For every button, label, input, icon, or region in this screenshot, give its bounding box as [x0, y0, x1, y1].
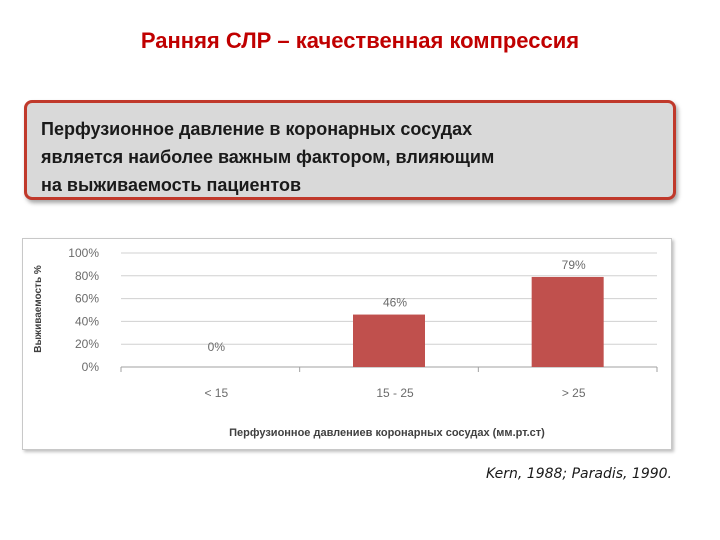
chart-frame: 0% 20% 40% 60% 80% 100% 0% 46% 79% < 15 15 - 25 >…: [22, 238, 672, 450]
citation: Kern, 1988; Paradis, 1990.: [485, 466, 672, 482]
data-label: 46%: [383, 296, 407, 310]
y-tick-labels: 0% 20% 40% 60% 80% 100%: [68, 246, 99, 374]
callout-box: Перфузионное давление в коронарных сосуд…: [24, 100, 676, 200]
slide-title: Ранняя СЛР – качественная компрессия: [140, 28, 580, 53]
bar-3: [531, 276, 604, 367]
data-label: 79%: [562, 258, 586, 272]
callout-line-1: Перфузионное давление в коронарных сосуд…: [41, 119, 473, 139]
callout-line-3: на выживаемость пациентов: [41, 175, 302, 195]
y-tick-label: 60%: [75, 292, 99, 306]
x-tick-label: < 15: [204, 386, 228, 400]
y-tick-label: 100%: [68, 246, 99, 260]
y-tick-label: 80%: [75, 269, 99, 283]
bar-chart: 0% 20% 40% 60% 80% 100% 0% 46% 79% < 15 15 - 25 >…: [33, 246, 658, 439]
bars: [353, 276, 604, 367]
y-axis-label: Выживаемость %: [33, 265, 44, 353]
bar-2: [353, 314, 425, 367]
x-tick-label: > 25: [562, 386, 586, 400]
y-tick-label: 20%: [75, 337, 99, 351]
x-axis-label: Перфузионное давлениев коронарных сосуда…: [229, 427, 545, 439]
data-labels: 0% 46% 79%: [208, 258, 586, 354]
data-label: 0%: [208, 340, 226, 354]
y-tick-label: 0%: [82, 360, 100, 374]
x-tick-labels: < 15 15 - 25 > 25: [204, 386, 585, 400]
callout-line-2: является наиболее важным фактором, влияю…: [41, 147, 495, 167]
x-tick-label: 15 - 25: [376, 386, 414, 400]
y-tick-label: 40%: [75, 314, 99, 328]
